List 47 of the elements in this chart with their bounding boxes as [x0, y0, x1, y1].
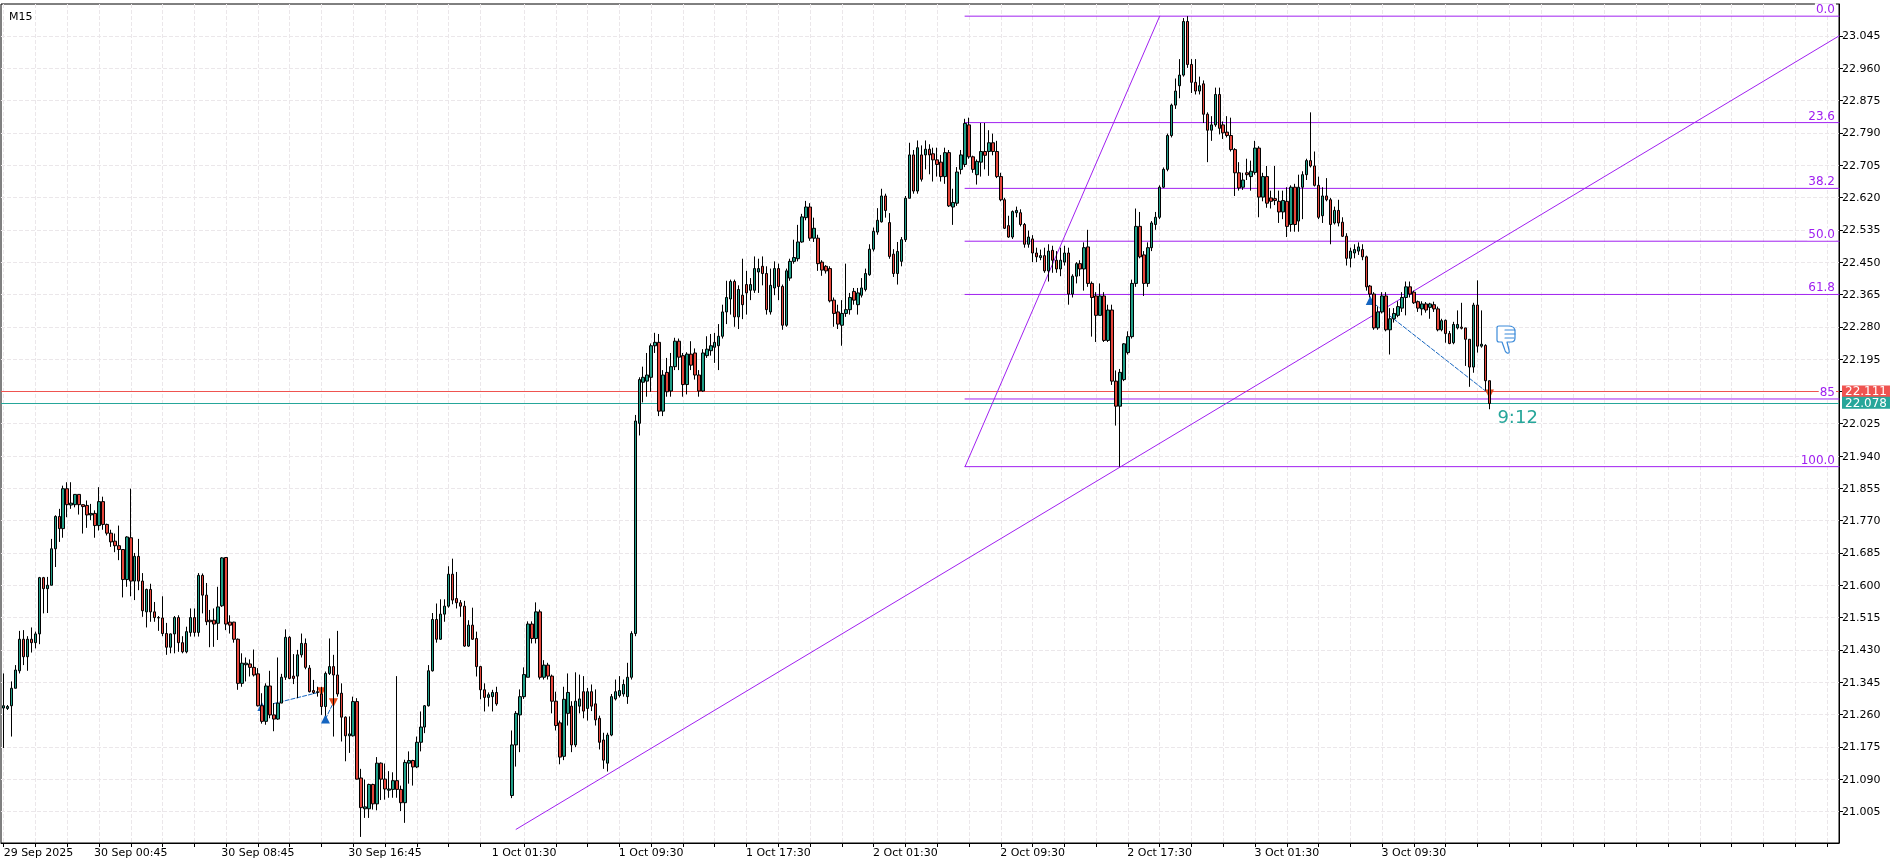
y-tick-label: 22.705	[1842, 158, 1881, 172]
y-tick-label: 22.790	[1842, 126, 1881, 140]
series-label: 61.8	[1808, 280, 1835, 295]
y-tick-label: 21.005	[1842, 804, 1881, 818]
series-label: 85	[1819, 384, 1835, 399]
x-tick-label: 2 Oct 01:30	[873, 846, 938, 859]
y-tick-label: 22.535	[1842, 223, 1881, 237]
x-tick-label: 1 Oct 17:30	[745, 846, 811, 859]
x-tick-label: 30 Sep 00:45	[94, 846, 168, 859]
x-tick-label: 3 Oct 01:30	[1254, 846, 1320, 859]
y-tick-label: 21.600	[1842, 578, 1881, 592]
series-label: 23.6	[1808, 108, 1835, 123]
x-tick-label: 2 Oct 09:30	[1000, 846, 1065, 859]
y-tick-label: 22.875	[1842, 94, 1881, 108]
y-tick-label: 21.345	[1842, 675, 1881, 689]
y-tick-label: 23.045	[1842, 29, 1881, 43]
x-tick-label: 30 Sep 08:45	[221, 846, 295, 859]
y-tick-label: 22.960	[1842, 61, 1881, 75]
series-label: 0.0	[1815, 2, 1835, 17]
ref-line-label: 22.111	[1845, 384, 1887, 399]
y-tick-label: 21.940	[1842, 449, 1881, 463]
x-tick-label: 29 Sep 2025	[3, 846, 74, 859]
annotation: 9:12	[1497, 405, 1538, 427]
series-label: 100.0	[1800, 452, 1835, 467]
y-tick-label: 21.855	[1842, 481, 1881, 495]
ref-line-label: 22.078	[1845, 395, 1887, 410]
x-tick-label: 3 Oct 09:30	[1381, 846, 1447, 859]
x-tick-label: 1 Oct 01:30	[491, 846, 557, 859]
y-tick-label: 22.365	[1842, 287, 1881, 301]
y-tick-label: 21.175	[1842, 740, 1881, 754]
y-tick-label: 21.260	[1842, 708, 1881, 722]
y-tick-label: 21.685	[1842, 546, 1881, 560]
y-tick-label: 22.450	[1842, 255, 1881, 269]
y-tick-label: 22.195	[1842, 352, 1881, 366]
series-label: 50.0	[1808, 227, 1835, 242]
y-tick-label: 21.515	[1842, 611, 1881, 625]
y-tick-label: 22.620	[1842, 191, 1881, 204]
y-tick-label: 21.430	[1842, 643, 1881, 657]
x-tick-label: 2 Oct 17:30	[1127, 846, 1193, 859]
y-tick-label: 22.280	[1842, 320, 1881, 334]
y-tick-label: 22.025	[1842, 417, 1881, 431]
x-tick-label: 1 Oct 09:30	[618, 846, 684, 859]
series-label: 38.2	[1808, 174, 1835, 189]
x-tick-label: 30 Sep 16:45	[348, 846, 422, 859]
y-tick-label: 21.090	[1842, 772, 1881, 786]
y-tick-label: 21.770	[1842, 514, 1881, 528]
text: M15	[9, 10, 33, 23]
